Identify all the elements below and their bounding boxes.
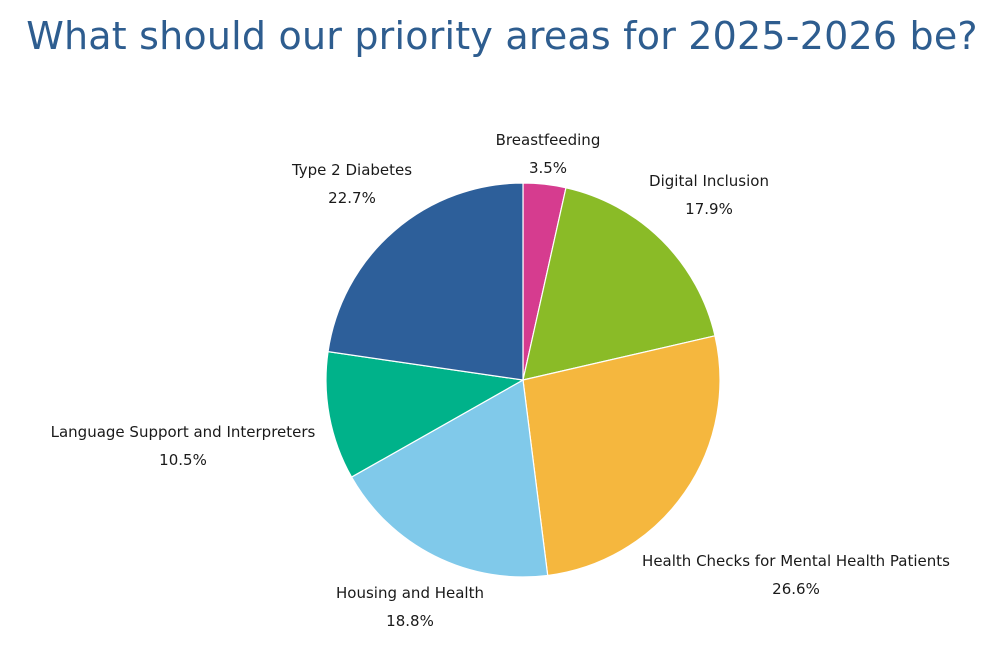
pie-labels: Breastfeeding 3.5% Digital Inclusion 17.9% H… [51,131,950,630]
pie-slice-language-support-and-interpreters [325,350,525,478]
pie-slice-housing-and-health [350,379,549,578]
pie-slice-health-checks-for-mental-health-patients [522,335,721,577]
slice-value-breastfeeding: 3.5% [529,159,567,177]
slice-label-type-2-diabetes: Type 2 Diabetes [291,161,412,179]
pie-slice-type-2-diabetes [327,182,524,381]
slice-label-housing-and-health: Housing and Health [336,584,484,602]
slice-label-breastfeeding: Breastfeeding [496,131,601,149]
pie-slices [325,182,721,578]
pie-slice-digital-inclusion [522,187,716,381]
slice-value-health-checks-for-mental-health-patients: 26.6% [772,580,820,598]
chart-title: What should our priority areas for 2025-… [26,14,978,58]
slice-value-housing-and-health: 18.8% [386,612,434,630]
slice-value-digital-inclusion: 17.9% [685,200,733,218]
slice-value-language-support-and-interpreters: 10.5% [159,451,207,469]
slice-label-digital-inclusion: Digital Inclusion [649,172,769,190]
slice-label-language-support-and-interpreters: Language Support and Interpreters [51,423,316,441]
slice-label-health-checks-for-mental-health-patients: Health Checks for Mental Health Patients [642,552,950,570]
slice-value-type-2-diabetes: 22.7% [328,189,376,207]
